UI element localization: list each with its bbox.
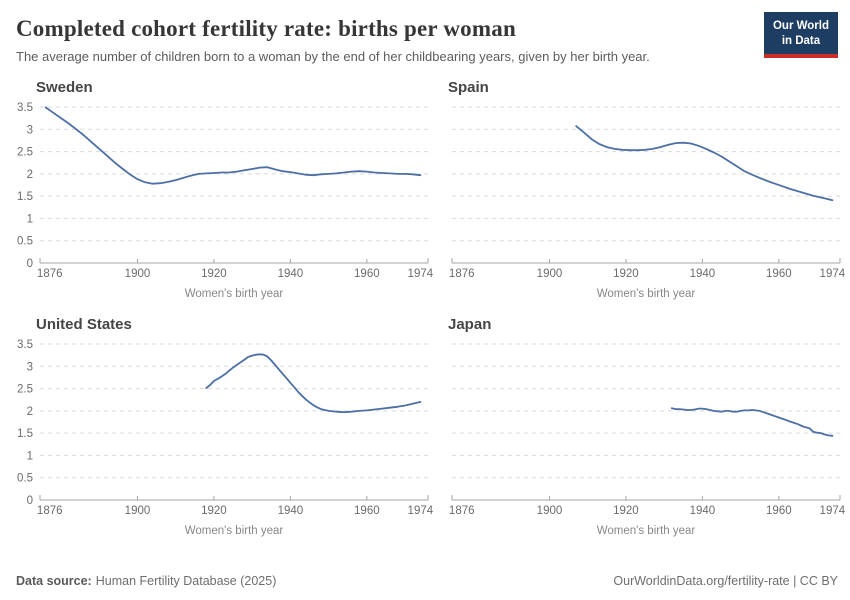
svg-text:1876: 1876 (37, 268, 63, 280)
svg-text:1920: 1920 (201, 268, 227, 280)
svg-text:1900: 1900 (537, 505, 563, 517)
svg-text:2.5: 2.5 (17, 147, 33, 159)
chart-grid: Sweden 0 0.5 1 1.5 2 2.5 3 3.5 1876 1900 1920 1940 1… (16, 79, 846, 541)
svg-text:Women's birth year: Women's birth year (597, 525, 696, 537)
svg-text:3: 3 (27, 125, 33, 137)
svg-text:1: 1 (27, 451, 33, 463)
svg-text:2: 2 (27, 406, 33, 418)
svg-text:0: 0 (27, 258, 33, 270)
page-title: Completed cohort fertility rate: births … (16, 16, 516, 41)
svg-text:1960: 1960 (354, 268, 380, 280)
attribution-link: OurWorldinData.org/fertility-rate | CC B… (613, 574, 838, 588)
svg-text:1974: 1974 (820, 268, 846, 280)
svg-text:1900: 1900 (537, 268, 563, 280)
footer: Data source: Human Fertility Database (20… (16, 574, 838, 588)
svg-text:3: 3 (27, 362, 33, 374)
panel-title-spain: Spain (448, 79, 489, 97)
svg-text:1900: 1900 (125, 268, 151, 280)
svg-text:1960: 1960 (766, 505, 792, 517)
panel-title-united-states: United States (36, 316, 132, 334)
panel-title-japan: Japan (448, 316, 492, 334)
spain-line-chart: 1876 1900 1920 1940 1960 1974 Women's birth ye… (449, 106, 846, 300)
data-source-label: Data source: (16, 574, 92, 588)
united-states-line-chart: 0 0.5 1 1.5 2 2.5 3 3.5 1876 1900 1920 1940 1960 1974… (17, 339, 434, 537)
svg-text:1940: 1940 (278, 268, 304, 280)
panel-title-sweden: Sweden (36, 79, 93, 97)
owid-logo-line2: in Data (781, 34, 821, 47)
svg-text:2: 2 (27, 169, 33, 181)
panel-spain: Spain 1876 1900 1920 1940 1960 1974 Women's bi… (446, 79, 846, 304)
svg-text:Women's birth year: Women's birth year (597, 288, 696, 300)
data-source-value: Human Fertility Database (2025) (95, 574, 277, 588)
panel-japan: Japan 1876 1900 1920 1940 1960 1974 Women's bi… (446, 316, 846, 541)
svg-text:1876: 1876 (37, 505, 63, 517)
chart-export-page: Completed cohort fertility rate: births … (16, 12, 846, 588)
svg-text:1876: 1876 (449, 505, 475, 517)
owid-logo-line1: Our World (772, 20, 829, 32)
svg-text:1960: 1960 (354, 505, 380, 517)
svg-text:1876: 1876 (449, 268, 475, 280)
svg-text:2.5: 2.5 (17, 384, 33, 396)
svg-text:1940: 1940 (278, 505, 304, 517)
svg-text:0.5: 0.5 (17, 236, 33, 248)
svg-text:0.5: 0.5 (17, 473, 33, 485)
svg-text:1940: 1940 (690, 505, 716, 517)
svg-text:1.5: 1.5 (17, 191, 33, 203)
svg-text:1920: 1920 (613, 268, 639, 280)
japan-line-chart: 1876 1900 1920 1940 1960 1974 Women's birth ye… (449, 343, 846, 537)
svg-text:Women's birth year: Women's birth year (185, 288, 284, 300)
panel-sweden: Sweden 0 0.5 1 1.5 2 2.5 3 3.5 1876 1900 1920 1940 1… (16, 79, 434, 304)
svg-text:1960: 1960 (766, 268, 792, 280)
panel-united-states: United States 0 0.5 1 1.5 2 2.5 3 3.5 1876 1900 19… (16, 316, 434, 541)
svg-text:1900: 1900 (125, 505, 151, 517)
svg-text:1974: 1974 (820, 505, 846, 517)
header: Completed cohort fertility rate: births … (16, 12, 838, 65)
owid-logo: Our World in Data (763, 12, 838, 58)
svg-text:1920: 1920 (201, 505, 227, 517)
svg-text:1974: 1974 (408, 268, 434, 280)
svg-text:1: 1 (27, 214, 33, 226)
svg-text:3.5: 3.5 (17, 339, 33, 351)
data-source: Data source: Human Fertility Database (20… (16, 574, 276, 588)
svg-text:0: 0 (27, 495, 33, 507)
header-text: Completed cohort fertility rate: births … (16, 12, 650, 65)
svg-text:1974: 1974 (408, 505, 434, 517)
page-subtitle: The average number of children born to a… (16, 49, 650, 64)
svg-text:1940: 1940 (690, 268, 716, 280)
svg-text:Women's birth year: Women's birth year (185, 525, 284, 537)
svg-text:1920: 1920 (613, 505, 639, 517)
svg-text:3.5: 3.5 (17, 102, 33, 114)
svg-text:1.5: 1.5 (17, 428, 33, 440)
sweden-line-chart: 0 0.5 1 1.5 2 2.5 3 3.5 1876 1900 1920 1940 1960 1974… (17, 102, 434, 300)
